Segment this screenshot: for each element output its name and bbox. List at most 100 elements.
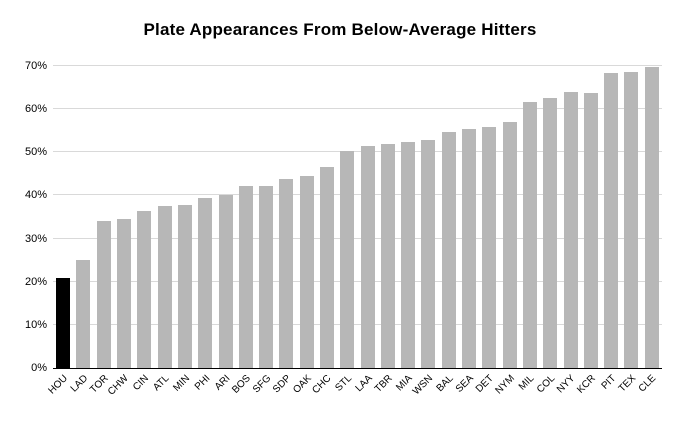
- y-tick-label-70: 70%: [24, 60, 47, 72]
- bar-LAA: [360, 145, 375, 368]
- bar-MIL: [522, 102, 537, 368]
- bar-slot-MIA: [398, 66, 418, 368]
- x-tick-label-DET: DET: [474, 373, 497, 395]
- bar-slot-OAK: [297, 66, 317, 368]
- x-tick-label-TBR: TBR: [372, 373, 395, 395]
- bar-DET: [482, 127, 497, 368]
- gridline-50: [53, 151, 662, 153]
- x-tick-label-CLE: CLE: [637, 373, 659, 395]
- gridline-10: [53, 323, 662, 325]
- bar-slot-LAD: [73, 66, 93, 368]
- x-tick-label-STL: STL: [333, 373, 355, 394]
- y-tick-label-60: 60%: [24, 103, 47, 116]
- bar-TEX: [624, 71, 639, 368]
- x-tick-label-CHC: CHC: [310, 373, 334, 397]
- y-tick-label-30: 30%: [24, 232, 47, 245]
- x-tick-label-SEA: SEA: [453, 373, 476, 395]
- bar-slot-WSN: [418, 66, 438, 368]
- y-tick-label-20: 20%: [24, 275, 47, 288]
- x-tick-label-HOU: HOU: [46, 373, 70, 397]
- bar-slot-NYY: [560, 66, 580, 368]
- bar-slot-CHW: [114, 66, 134, 368]
- bar-SEA: [462, 129, 477, 368]
- bar-ARI: [218, 195, 233, 368]
- x-tick-label-MIN: MIN: [170, 373, 192, 394]
- bar-NYY: [563, 92, 578, 368]
- y-tick-label-50: 50%: [24, 146, 47, 159]
- y-tick-label-10: 10%: [24, 318, 47, 331]
- bar-SFG: [259, 185, 274, 368]
- bar-HOU: [56, 277, 71, 368]
- bar-OAK: [299, 176, 314, 368]
- plot-area: [53, 65, 662, 369]
- x-tick-label-ARI: ARI: [212, 373, 233, 393]
- x-tick-label-CHW: CHW: [106, 373, 131, 398]
- bar-slot-SEA: [459, 66, 479, 368]
- bar-CLE: [644, 66, 659, 368]
- bar-KCR: [583, 92, 598, 368]
- x-tick-label-NYM: NYM: [493, 373, 517, 397]
- bar-slot-TBR: [378, 66, 398, 368]
- x-axis-labels: HOU LAD TOR CHW CIN ATL MIN PHI ARI BOS SFG SDP OAK C…: [46, 368, 662, 421]
- bar-TBR: [380, 143, 395, 368]
- bar-slot-SFG: [256, 66, 276, 368]
- bar-slot-KCR: [581, 66, 601, 368]
- bar-slot-SDP: [276, 66, 296, 368]
- bar-slot-BAL: [439, 66, 459, 368]
- bar-slot-MIL: [520, 66, 540, 368]
- x-tick-label-SDP: SDP: [270, 373, 294, 396]
- x-tick-label-OAK: OAK: [290, 373, 314, 396]
- x-tick-label-LAD: LAD: [68, 373, 91, 395]
- x-tick-label-BAL: BAL: [434, 373, 456, 395]
- bars: [53, 66, 662, 368]
- bar-slot-DET: [479, 66, 499, 368]
- bar-CHC: [320, 166, 334, 368]
- bar-slot-TOR: [94, 66, 114, 368]
- gridline-70: [53, 65, 662, 66]
- bar-ATL: [157, 205, 172, 368]
- bar-slot-LAA: [357, 66, 377, 368]
- x-tick-label-CIN: CIN: [131, 373, 152, 393]
- x-tick-label-TEX: TEX: [616, 373, 639, 395]
- x-tick-label-PHI: PHI: [192, 373, 213, 393]
- gridline-60: [53, 108, 662, 110]
- x-axis-line: [53, 368, 662, 369]
- y-tick-label-0: 0%: [31, 362, 47, 374]
- bar-slot-CHC: [317, 66, 337, 368]
- bar-BAL: [441, 132, 456, 368]
- bar-PIT: [604, 73, 619, 368]
- x-tick-label-SFG: SFG: [250, 373, 273, 396]
- bar-LAD: [76, 260, 91, 368]
- bar-slot-MIN: [175, 66, 195, 368]
- x-tick-label-NYY: NYY: [555, 373, 578, 396]
- gridline-40: [53, 194, 662, 196]
- bar-slot-PHI: [195, 66, 215, 368]
- gridline-20: [53, 280, 662, 282]
- bar-STL: [340, 151, 355, 368]
- bar-slot-ATL: [154, 66, 174, 368]
- bar-CHW: [117, 218, 132, 368]
- bar-COL: [543, 98, 558, 368]
- bar-WSN: [421, 140, 436, 368]
- bar-slot-CLE: [642, 66, 662, 368]
- x-tick-label-KCR: KCR: [574, 373, 598, 396]
- bar-CIN: [137, 210, 152, 368]
- x-tick-label-WSN: WSN: [411, 373, 436, 398]
- bar-slot-BOS: [236, 66, 256, 368]
- bar-slot-HOU: [53, 66, 73, 368]
- bar-slot-COL: [540, 66, 560, 368]
- x-tick-label-COL: COL: [534, 373, 558, 396]
- x-tick-label-BOS: BOS: [229, 373, 253, 396]
- y-tick-label-40: 40%: [24, 189, 47, 202]
- bar-slot-ARI: [215, 66, 235, 368]
- bar-MIN: [177, 205, 192, 368]
- x-tick-label-TOR: TOR: [87, 373, 111, 396]
- bar-SDP: [279, 179, 294, 368]
- bar-slot-TEX: [621, 66, 641, 368]
- chart-title: Plate Appearances From Below-Average Hit…: [143, 20, 537, 39]
- x-tick-label-MIL: MIL: [517, 373, 537, 393]
- bar-slot-NYM: [500, 66, 520, 368]
- gridline-30: [53, 237, 662, 239]
- bar-NYM: [502, 122, 517, 368]
